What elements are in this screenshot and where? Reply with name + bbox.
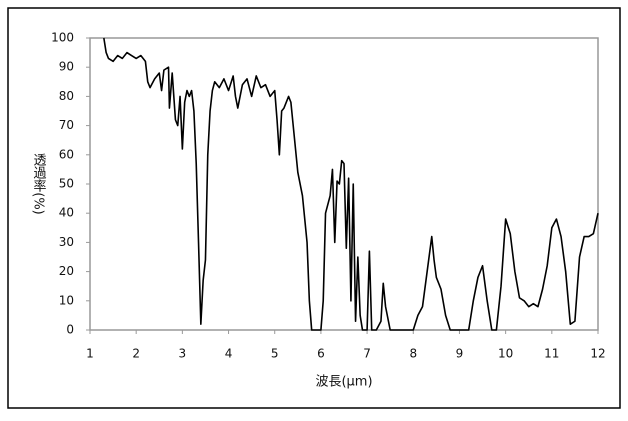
x-tick-label: 10 — [498, 347, 513, 361]
x-tick-label: 2 — [132, 347, 140, 361]
frame — [7, 7, 621, 409]
y-tick-label: 40 — [59, 206, 74, 220]
data-line — [103, 37, 599, 331]
y-tick-label: 0 — [66, 323, 74, 337]
y-tick-label: 70 — [59, 118, 74, 132]
x-tick-label: 4 — [225, 347, 233, 361]
y-tick-label: 100 — [51, 31, 74, 45]
x-tick-label: 7 — [363, 347, 371, 361]
y-tick-label: 50 — [59, 177, 74, 191]
y-tick-label: 90 — [59, 60, 74, 74]
y-tick-label: 10 — [59, 293, 74, 307]
y-tick-label: 20 — [59, 264, 74, 278]
x-tick-label: 8 — [409, 347, 417, 361]
x-tick-label: 5 — [271, 347, 279, 361]
y-tick-label: 80 — [59, 89, 74, 103]
x-tick-label: 3 — [179, 347, 187, 361]
x-tick-label: 11 — [544, 347, 559, 361]
x-tick-label: 1 — [86, 347, 94, 361]
y-axis-label: 透過率(%) — [31, 153, 47, 215]
x-tick-label: 12 — [590, 347, 605, 361]
y-tick-label: 60 — [59, 147, 74, 161]
x-axis-label: 波長(μm) — [315, 375, 372, 390]
x-tick-label: 6 — [317, 347, 325, 361]
x-tick-label: 9 — [456, 347, 464, 361]
y-tick-label: 30 — [59, 235, 74, 249]
